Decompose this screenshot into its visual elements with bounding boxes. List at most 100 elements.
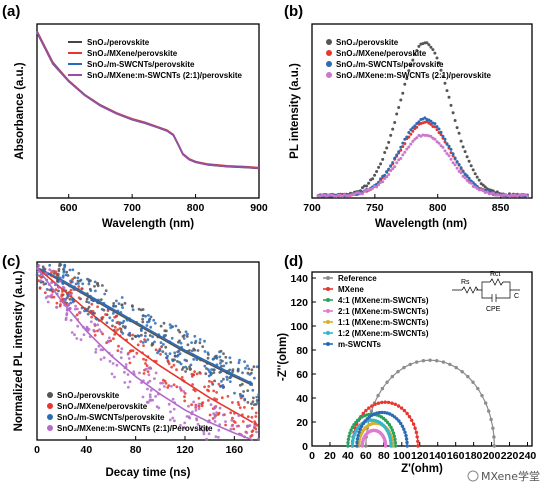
panel-c-data-point bbox=[46, 300, 50, 304]
panel-c-data-point bbox=[57, 267, 61, 271]
panel-c-data-point bbox=[212, 371, 216, 374]
panel-c-data-point bbox=[238, 406, 242, 409]
panel-c-data-point bbox=[93, 284, 96, 288]
panel-c-frame bbox=[36, 261, 260, 441]
panel-c-data-point bbox=[207, 399, 210, 402]
panel-c-data-point bbox=[159, 381, 163, 385]
panel-b-data-point bbox=[377, 183, 381, 187]
panel-c-data-point bbox=[236, 401, 240, 404]
panel-c-data-point bbox=[148, 318, 151, 322]
panel-d-x-label: Z'(ohm) bbox=[401, 463, 443, 475]
panel-c-data-point bbox=[109, 339, 113, 343]
panel-b-data-point bbox=[463, 176, 467, 180]
panel-c-data-point bbox=[194, 339, 198, 343]
panel-c-data-point bbox=[225, 375, 229, 379]
panel-c-fit-line bbox=[36, 266, 254, 385]
panel-c-data-point bbox=[152, 318, 156, 322]
panel-c-data-point bbox=[253, 376, 256, 380]
panel-b-data-point bbox=[459, 139, 463, 143]
panel-d-fit-arc bbox=[356, 411, 408, 447]
panel-c-data-point bbox=[183, 426, 187, 430]
panel-b-data-point bbox=[449, 157, 453, 161]
panel-c-data-point bbox=[163, 385, 166, 388]
panel-d-x-tick-label: 180 bbox=[465, 450, 483, 462]
panel-c-data-point bbox=[213, 379, 217, 383]
panel-c-legend-label: SnO₂/perovskite bbox=[57, 391, 120, 400]
panel-c-data-point bbox=[177, 349, 181, 353]
panel-c-data-point bbox=[171, 397, 175, 401]
panel-b-data-point bbox=[451, 161, 455, 165]
panel-c-data-point bbox=[123, 326, 127, 330]
panel-c-data-point bbox=[182, 337, 186, 340]
panel-b-x-label: Wavelength (nm) bbox=[375, 218, 467, 230]
watermark-icon bbox=[467, 470, 479, 482]
panel-c-data-point bbox=[78, 311, 82, 314]
panel-d-y-tick-label: 60 bbox=[296, 369, 308, 381]
panel-d-legend-marker bbox=[326, 320, 330, 324]
panel-c-data-point bbox=[216, 413, 220, 416]
panel-d-y-tick-label: 120 bbox=[290, 297, 308, 309]
panel-b-data-point bbox=[463, 150, 467, 154]
panel-c-data-point bbox=[111, 312, 115, 315]
panel-d-x-tick-label: 220 bbox=[501, 450, 519, 462]
panel-b-data-point bbox=[515, 194, 519, 198]
panel-d-data-point bbox=[364, 444, 368, 448]
panel-b-data-point bbox=[465, 155, 469, 159]
panel-c-data-point bbox=[80, 306, 84, 310]
panel-d-fit-arc bbox=[351, 419, 392, 447]
panel-c-data-point bbox=[185, 367, 189, 371]
panel-b-legend-marker bbox=[326, 61, 332, 67]
panel-c-data-point bbox=[159, 352, 162, 356]
panel-c-data-point bbox=[219, 359, 223, 362]
panel-c-data-point bbox=[239, 394, 243, 398]
panel-c-data-point bbox=[207, 368, 210, 371]
panel-b-data-point bbox=[385, 170, 389, 174]
panel-c-data-point bbox=[255, 365, 259, 369]
panel-c-data-point bbox=[217, 428, 221, 432]
panel-c-data-point bbox=[250, 406, 254, 410]
panel-c-data-point bbox=[112, 304, 115, 308]
panel-c-data-point bbox=[72, 288, 76, 291]
panel-b-data-point bbox=[445, 152, 449, 156]
panel-c-data-point bbox=[213, 405, 217, 409]
panel-b-data-point bbox=[453, 163, 457, 167]
panel-d-x-tick-label: 80 bbox=[378, 450, 390, 462]
panel-b-data-point bbox=[401, 91, 405, 95]
panel-c-data-point bbox=[159, 341, 163, 344]
panel-c-data-point bbox=[121, 325, 125, 328]
panel-b-data-point bbox=[471, 168, 475, 172]
panel-c-data-point bbox=[201, 345, 205, 348]
panel-c-data-point bbox=[193, 389, 197, 393]
panel-c-data-point bbox=[183, 399, 187, 403]
panel-b-data-point bbox=[491, 191, 495, 195]
panel-c-data-point bbox=[183, 395, 186, 399]
panel-c-data-point bbox=[171, 359, 175, 363]
panel-c-data-point bbox=[131, 337, 134, 341]
panel-c-data-point bbox=[114, 304, 118, 308]
panel-b-data-point bbox=[407, 145, 411, 149]
panel-c-data-point bbox=[146, 370, 150, 373]
panel-c-data-point bbox=[180, 376, 184, 379]
panel-b-data-point bbox=[399, 156, 403, 160]
panel-c-data-point bbox=[95, 317, 99, 321]
panel-b-y-label: PL intensity (a.u.) bbox=[289, 63, 301, 159]
panel-c-data-point bbox=[59, 279, 62, 283]
panel-c-data-point bbox=[113, 333, 117, 336]
panel-c-data-point bbox=[148, 379, 152, 383]
panel-c-data-point bbox=[85, 300, 88, 303]
panel-c-data-point bbox=[231, 370, 235, 373]
panel-c-data-point bbox=[176, 354, 179, 358]
panel-c-data-point bbox=[140, 333, 143, 337]
panel-c-data-point bbox=[237, 361, 241, 365]
panel-label-b: (b) bbox=[284, 3, 303, 20]
panel-b-data-point bbox=[407, 69, 411, 73]
panel-b-data-point bbox=[441, 134, 445, 138]
panel-c-data-point bbox=[213, 413, 217, 417]
panel-c-data-point bbox=[218, 355, 222, 359]
panel-b-data-point bbox=[429, 45, 433, 49]
panel-c-data-point bbox=[241, 394, 245, 398]
panel-c-data-point bbox=[161, 381, 165, 385]
panel-c-data-point bbox=[218, 423, 222, 427]
panel-b-data-point bbox=[459, 166, 463, 170]
panel-c-data-point bbox=[54, 270, 57, 274]
